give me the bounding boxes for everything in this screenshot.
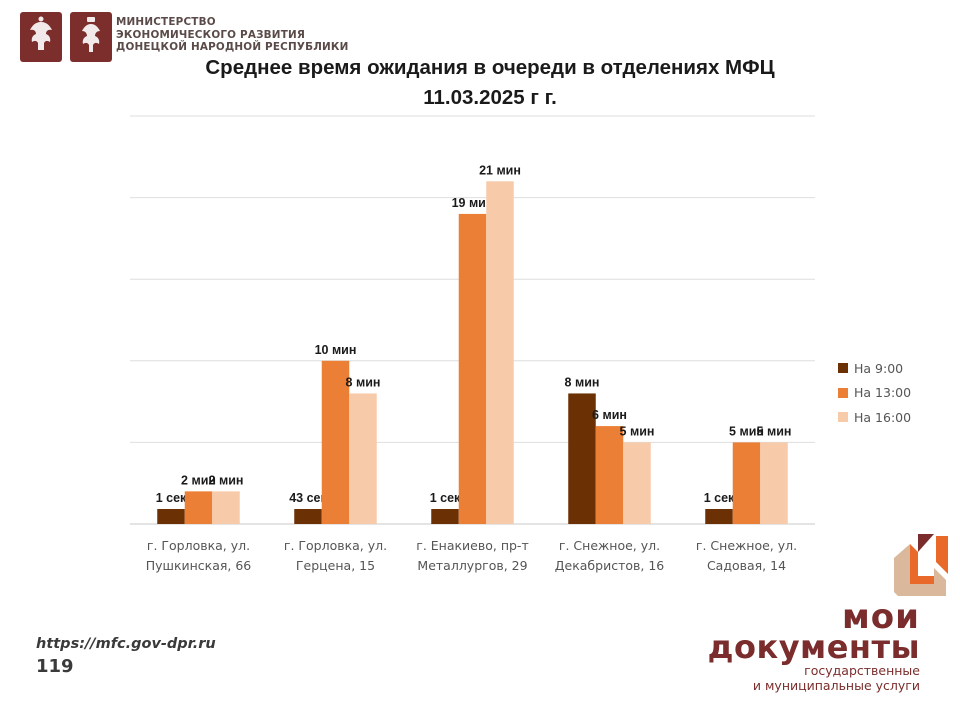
category-label: Металлургов, 29	[417, 558, 527, 573]
data-label: 19 мин	[452, 196, 494, 210]
category-label: г. Горловка, ул.	[284, 538, 387, 553]
data-label: 43 сек	[289, 491, 327, 505]
data-label: 2 мин	[209, 473, 244, 487]
bar	[212, 491, 240, 524]
bar	[732, 442, 761, 524]
brand-tagline: государственные	[804, 663, 920, 678]
website-link[interactable]: https://mfc.gov-dpr.ru	[36, 636, 216, 652]
data-label: 6 мин	[592, 408, 627, 422]
bar	[349, 393, 377, 524]
category-label: г. Горловка, ул.	[147, 538, 250, 553]
bar	[595, 426, 624, 524]
bar	[184, 491, 213, 524]
bar	[760, 442, 788, 524]
bar	[486, 181, 514, 524]
bar	[431, 509, 459, 524]
chart-legend: На 9:00 На 13:00 На 16:00	[838, 356, 911, 430]
legend-item: На 16:00	[838, 405, 911, 430]
double-headed-eagle-icon	[70, 12, 112, 62]
chart-subtitle: 11.03.2025 г г.	[423, 86, 557, 109]
ministry-line: ДОНЕЦКОЙ НАРОДНОЙ РЕСПУБЛИКИ	[116, 41, 349, 54]
legend-swatch	[838, 387, 848, 398]
bar	[568, 393, 596, 524]
data-label: 1 сек	[704, 491, 735, 505]
coat-of-arms-icon	[20, 12, 62, 62]
bar	[458, 213, 487, 525]
data-label: 10 мин	[315, 343, 357, 357]
legend-label: На 9:00	[854, 360, 904, 376]
legend-swatch	[838, 363, 848, 374]
legend-item: На 9:00	[838, 356, 911, 381]
category-label: Пушкинская, 66	[146, 558, 252, 573]
ministry-line: МИНИСТЕРСТВО	[116, 16, 216, 28]
data-label: 8 мин	[346, 375, 381, 389]
data-label: 2 мин	[181, 473, 216, 487]
legend-label: На 16:00	[854, 409, 912, 425]
data-label: 5 мин	[729, 424, 764, 438]
category-label: Герцена, 15	[296, 558, 375, 573]
ministry-line: ЭКОНОМИЧЕСКОГО РАЗВИТИЯ	[116, 28, 306, 41]
legend-label: На 13:00	[854, 385, 912, 401]
moi-dokumenty-logo-icon	[894, 534, 948, 596]
category-label: Декабристов, 16	[555, 558, 665, 573]
brand-line: мои	[842, 597, 920, 637]
data-label: 8 мин	[565, 375, 600, 389]
bar	[705, 509, 733, 524]
data-label: 1 сек	[156, 491, 187, 505]
brand-line: документы	[707, 628, 920, 666]
bar	[623, 442, 651, 524]
bar	[157, 509, 185, 524]
page-number: 119	[36, 656, 74, 677]
data-label: 21 мин	[479, 163, 521, 177]
chart-title: Среднее время ожидания в очереди в отдел…	[205, 56, 775, 79]
bar	[321, 360, 350, 524]
data-label: 5 мин	[757, 424, 792, 438]
category-label: г. Снежное, ул.	[696, 538, 797, 553]
data-label: 5 мин	[620, 424, 655, 438]
bar	[294, 509, 322, 524]
category-label: Садовая, 14	[707, 558, 786, 573]
category-label: г. Енакиево, пр-т	[416, 538, 528, 553]
data-label: 1 сек	[430, 491, 461, 505]
category-label: г. Снежное, ул.	[559, 538, 660, 553]
legend-swatch	[838, 412, 848, 423]
ministry-name: МИНИСТЕРСТВО ЭКОНОМИЧЕСКОГО РАЗВИТИЯ ДОН…	[116, 16, 376, 54]
brand-tagline: и муниципальные услуги	[752, 678, 920, 693]
legend-item: На 13:00	[838, 381, 911, 406]
